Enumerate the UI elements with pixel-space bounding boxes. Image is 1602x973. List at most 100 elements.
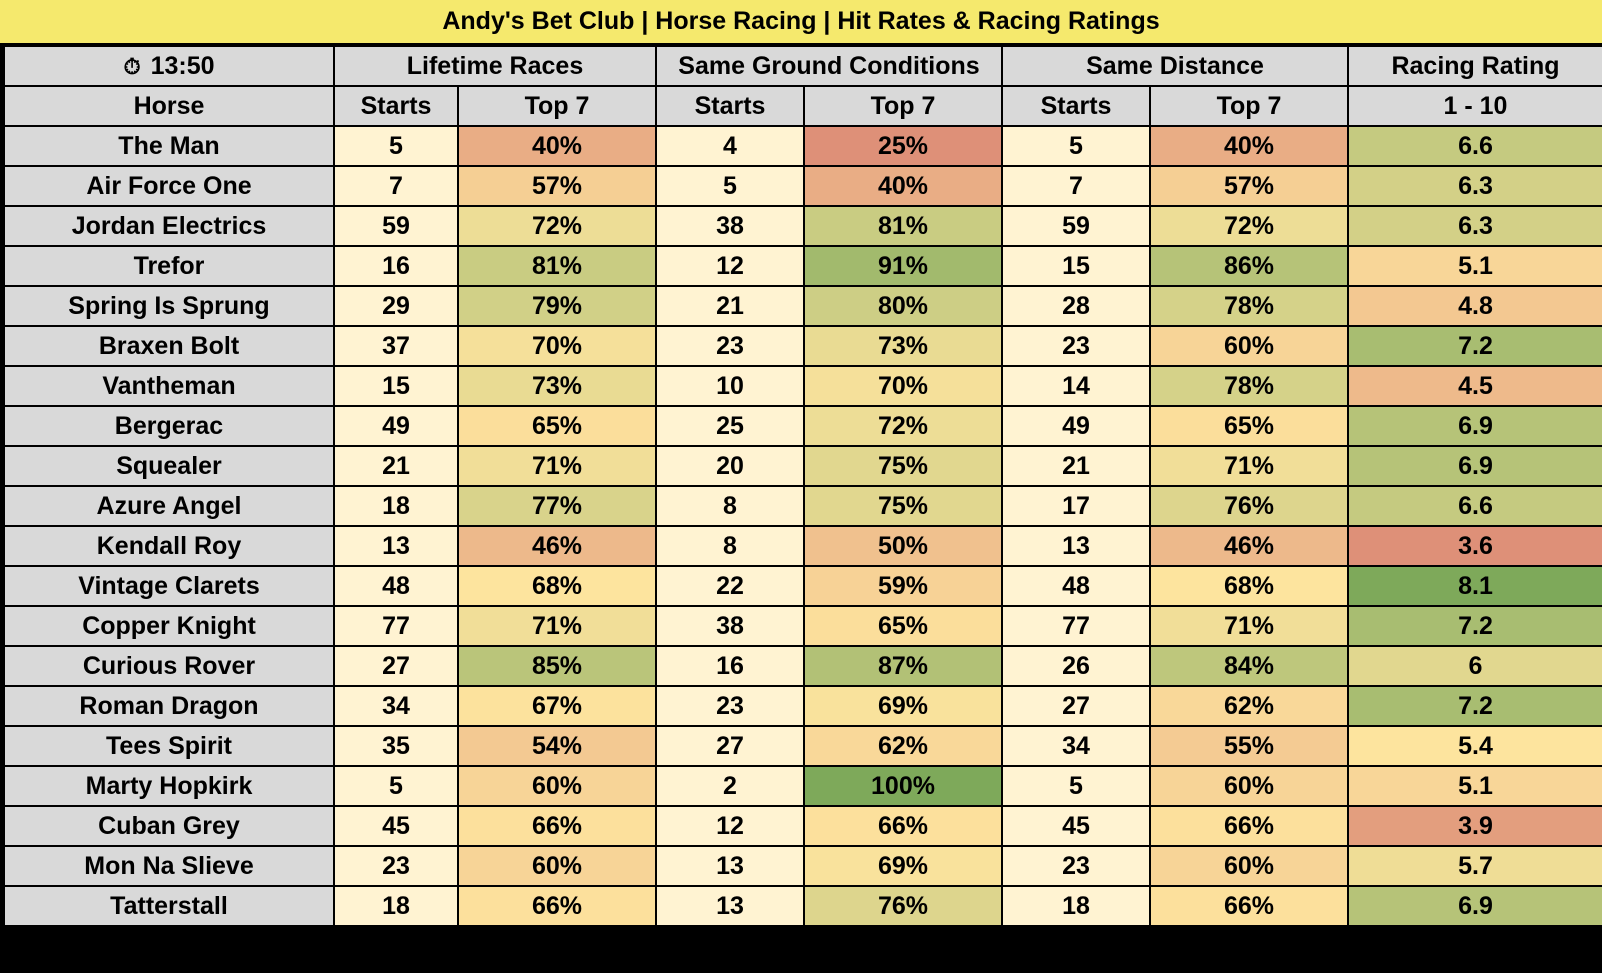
table-row: Marty Hopkirk 5 60% 2 100% 5 60% 5.1	[3, 765, 1602, 807]
racing-rating: 6.3	[1347, 165, 1602, 207]
racing-rating: 7.2	[1347, 325, 1602, 367]
distance-starts: 48	[1001, 565, 1151, 607]
racing-rating: 7.2	[1347, 605, 1602, 647]
distance-starts: 45	[1001, 805, 1151, 847]
col-horse: Horse	[3, 85, 335, 127]
distance-starts: 77	[1001, 605, 1151, 647]
lifetime-starts: 15	[333, 365, 459, 407]
race-time: 13:50	[150, 51, 215, 80]
distance-starts: 13	[1001, 525, 1151, 567]
ground-top7: 75%	[803, 485, 1003, 527]
horse-name: Curious Rover	[3, 645, 335, 687]
horse-name: Tees Spirit	[3, 725, 335, 767]
distance-starts: 59	[1001, 205, 1151, 247]
col-ground-top7: Top 7	[803, 85, 1003, 127]
distance-top7: 65%	[1149, 405, 1349, 447]
lifetime-starts: 77	[333, 605, 459, 647]
racing-rating: 6.3	[1347, 205, 1602, 247]
table-row: Tatterstall 18 66% 13 76% 18 66% 6.9	[3, 885, 1602, 927]
horse-name: Trefor	[3, 245, 335, 287]
horse-name: Roman Dragon	[3, 685, 335, 727]
distance-starts: 5	[1001, 125, 1151, 167]
lifetime-top7: 66%	[457, 805, 657, 847]
horse-name: Air Force One	[3, 165, 335, 207]
horse-name: Squealer	[3, 445, 335, 487]
distance-starts: 26	[1001, 645, 1151, 687]
racing-rating: 5.1	[1347, 245, 1602, 287]
table-row: Braxen Bolt 37 70% 23 73% 23 60% 7.2	[3, 325, 1602, 367]
table-row: Spring Is Sprung 29 79% 21 80% 28 78% 4.8	[3, 285, 1602, 327]
horse-name: Cuban Grey	[3, 805, 335, 847]
lifetime-top7: 85%	[457, 645, 657, 687]
col-rating: 1 - 10	[1347, 85, 1602, 127]
lifetime-starts: 18	[333, 485, 459, 527]
ground-top7: 81%	[803, 205, 1003, 247]
lifetime-starts: 21	[333, 445, 459, 487]
ground-starts: 13	[655, 845, 805, 887]
table-row: Mon Na Slieve 23 60% 13 69% 23 60% 5.7	[3, 845, 1602, 887]
ground-starts: 27	[655, 725, 805, 767]
table-row: The Man 5 40% 4 25% 5 40% 6.6	[3, 125, 1602, 167]
ground-starts: 23	[655, 325, 805, 367]
racing-rating: 3.9	[1347, 805, 1602, 847]
racing-rating: 4.5	[1347, 365, 1602, 407]
table-row: Squealer 21 71% 20 75% 21 71% 6.9	[3, 445, 1602, 487]
lifetime-starts: 35	[333, 725, 459, 767]
ground-starts: 16	[655, 645, 805, 687]
distance-starts: 15	[1001, 245, 1151, 287]
horse-name: Vantheman	[3, 365, 335, 407]
distance-top7: 71%	[1149, 605, 1349, 647]
distance-starts: 34	[1001, 725, 1151, 767]
lifetime-top7: 72%	[457, 205, 657, 247]
ground-top7: 75%	[803, 445, 1003, 487]
horse-name: Braxen Bolt	[3, 325, 335, 367]
table-body: The Man 5 40% 4 25% 5 40% 6.6 Air Force One 7 57% 5…	[3, 125, 1602, 927]
ground-top7: 72%	[803, 405, 1003, 447]
ground-top7: 65%	[803, 605, 1003, 647]
lifetime-starts: 5	[333, 125, 459, 167]
ground-starts: 38	[655, 605, 805, 647]
ground-starts: 2	[655, 765, 805, 807]
lifetime-top7: 77%	[457, 485, 657, 527]
lifetime-top7: 60%	[457, 765, 657, 807]
distance-top7: 76%	[1149, 485, 1349, 527]
col-lifetime-starts: Starts	[333, 85, 459, 127]
ground-starts: 23	[655, 685, 805, 727]
distance-starts: 23	[1001, 325, 1151, 367]
racing-rating: 7.2	[1347, 685, 1602, 727]
racing-rating: 6	[1347, 645, 1602, 687]
horse-name: Kendall Roy	[3, 525, 335, 567]
distance-top7: 60%	[1149, 845, 1349, 887]
stopwatch-icon: ⏱	[123, 53, 141, 79]
horse-name: Jordan Electrics	[3, 205, 335, 247]
ground-top7: 70%	[803, 365, 1003, 407]
group-lifetime-races: Lifetime Races	[333, 45, 657, 87]
racing-rating: 6.6	[1347, 485, 1602, 527]
lifetime-starts: 49	[333, 405, 459, 447]
distance-starts: 7	[1001, 165, 1151, 207]
ground-starts: 8	[655, 525, 805, 567]
ground-starts: 5	[655, 165, 805, 207]
ground-top7: 69%	[803, 845, 1003, 887]
horse-name: Vintage Clarets	[3, 565, 335, 607]
horse-name: Spring Is Sprung	[3, 285, 335, 327]
table-row: Roman Dragon 34 67% 23 69% 27 62% 7.2	[3, 685, 1602, 727]
lifetime-starts: 18	[333, 885, 459, 927]
col-distance-top7: Top 7	[1149, 85, 1349, 127]
ground-starts: 38	[655, 205, 805, 247]
table-row: Air Force One 7 57% 5 40% 7 57% 6.3	[3, 165, 1602, 207]
distance-top7: 66%	[1149, 805, 1349, 847]
racing-rating: 5.4	[1347, 725, 1602, 767]
distance-starts: 14	[1001, 365, 1151, 407]
distance-top7: 57%	[1149, 165, 1349, 207]
distance-top7: 78%	[1149, 285, 1349, 327]
lifetime-starts: 37	[333, 325, 459, 367]
lifetime-starts: 29	[333, 285, 459, 327]
lifetime-top7: 71%	[457, 445, 657, 487]
table-row: Curious Rover 27 85% 16 87% 26 84% 6	[3, 645, 1602, 687]
distance-top7: 71%	[1149, 445, 1349, 487]
table-row: Azure Angel 18 77% 8 75% 17 76% 6.6	[3, 485, 1602, 527]
horse-name: Copper Knight	[3, 605, 335, 647]
distance-top7: 55%	[1149, 725, 1349, 767]
